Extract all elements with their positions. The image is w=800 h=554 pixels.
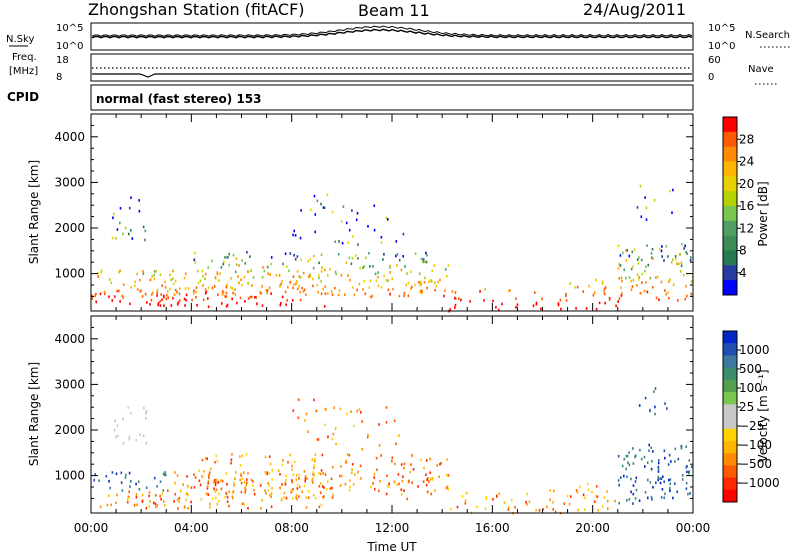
colorbar-tick-label: 20 <box>739 177 754 191</box>
nsearch-tick-bottom: 10^0 <box>708 41 735 52</box>
y-tick-label: 4000 <box>54 130 85 144</box>
colorbar-tick-label: 100 <box>739 381 762 395</box>
x-tick-label: 00:00 <box>676 521 711 535</box>
colorbar-tick-label: 500 <box>739 362 762 376</box>
colorbar-tick-label: −100 <box>739 438 772 452</box>
freq-tick-top: 18 <box>56 55 69 66</box>
beam-label: Beam 11 <box>358 1 430 20</box>
x-tick-label: 12:00 <box>375 521 410 535</box>
y-tick-label: 3000 <box>54 175 85 189</box>
y-tick-label: 1000 <box>54 469 85 483</box>
power-heatmap <box>91 184 694 313</box>
x-tick-label: 04:00 <box>174 521 209 535</box>
y-tick-label: 3000 <box>54 377 85 391</box>
power-colorbar-label: Power [dB] <box>756 181 770 246</box>
power-panel: 4000 3000 2000 1000 Slant Range [km] <box>27 113 694 313</box>
velocity-ylabel: Slant Range [km] <box>27 362 41 466</box>
colorbar-tick-label: 28 <box>739 132 754 146</box>
velocity-colorbar-label: Velocity [m s⁻¹] <box>756 369 770 462</box>
nave-tick-bottom: 0 <box>708 72 714 83</box>
freq-series <box>92 73 692 78</box>
velocity-heatmap <box>93 387 693 515</box>
colorbar-tick-label: −25 <box>739 419 764 433</box>
freq-tick-bottom: 8 <box>56 72 62 83</box>
x-tick-label: 00:00 <box>74 521 109 535</box>
x-axis-label: Time UT <box>366 540 417 554</box>
power-ylabel: Slant Range [km] <box>27 160 41 264</box>
freq-unit-label: [MHz] <box>9 66 38 77</box>
y-tick-label: 1000 <box>54 267 85 281</box>
colorbar-tick-label: 25 <box>739 400 754 414</box>
date-label: 24/Aug/2011 <box>583 0 686 19</box>
colorbar-tick-label: 1000 <box>739 343 770 357</box>
y-tick-label: 2000 <box>54 221 85 235</box>
freq-panel: Freq. [MHz] 18 8 60 0 Nave <box>9 52 778 85</box>
colorbar-tick-label: 16 <box>739 199 754 213</box>
nsearch-tick-top: 10^5 <box>708 23 735 34</box>
nsky-tick-bottom: 10^0 <box>56 41 83 52</box>
nsky-tick-top: 10^5 <box>56 23 83 34</box>
y-tick-label: 4000 <box>54 332 85 346</box>
x-tick-label: 16:00 <box>475 521 510 535</box>
power-colorbar: 28 24 20 16 12 8 4 <box>722 116 754 296</box>
nave-label: Nave <box>748 64 774 75</box>
nsky-panel: N.Sky 10^5 10^0 10^5 10^0 N.Search <box>6 22 790 52</box>
colorbar-tick-label: 12 <box>739 221 754 235</box>
colorbar-tick-label: 4 <box>739 266 747 280</box>
nsky-series <box>91 28 693 39</box>
velocity-colorbar: 1000 500 100 25 −25 −100 −500 −1000 <box>722 330 780 503</box>
x-tick-label: 08:00 <box>274 521 309 535</box>
colorbar-tick-label: 8 <box>739 244 747 258</box>
freq-label: Freq. <box>12 52 37 63</box>
x-tick-label: 20:00 <box>575 521 610 535</box>
nave-tick-top: 60 <box>708 55 721 66</box>
station-title: Zhongshan Station (fitACF) <box>88 0 305 19</box>
colorbar-tick-label: −500 <box>739 457 772 471</box>
nsky-label: N.Sky <box>6 34 34 45</box>
colorbar-tick-label: −1000 <box>739 476 780 490</box>
cpid-text: normal (fast stereo) 153 <box>96 92 262 106</box>
y-tick-label: 2000 <box>54 423 85 437</box>
nsearch-label: N.Search <box>745 30 790 41</box>
nsky-series-upper <box>91 25 693 37</box>
velocity-panel: 4000 3000 2000 1000 Slant Range [km] <box>27 315 694 515</box>
cpid-label: CPID <box>7 90 39 104</box>
colorbar-tick-label: 24 <box>739 155 754 169</box>
cpid-panel <box>90 84 694 111</box>
